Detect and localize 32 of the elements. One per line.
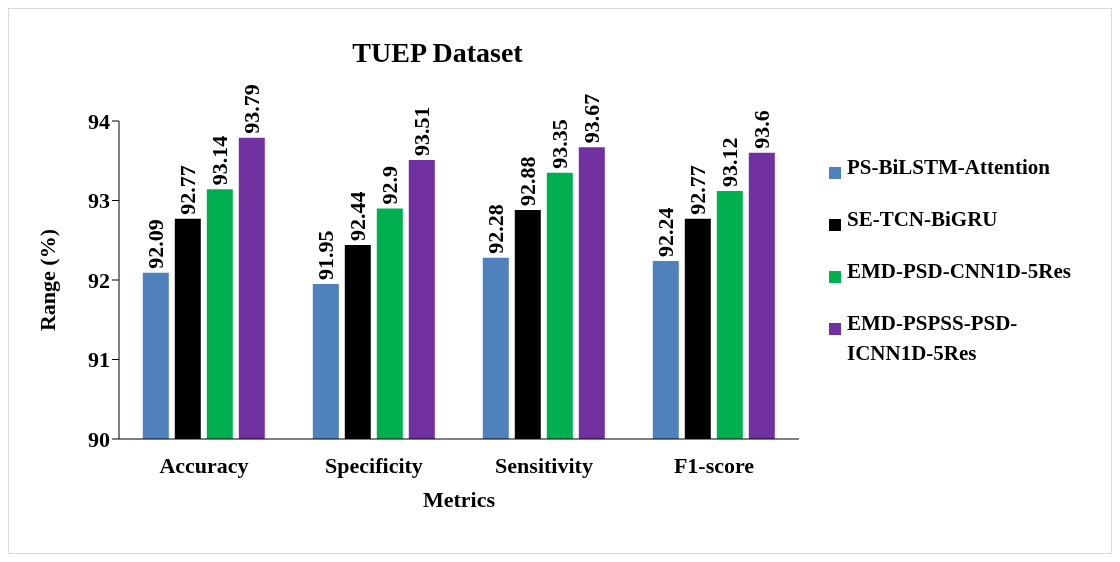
data-label: 92.88 [515,156,541,207]
legend-label: EMD-PSPSS-PSD-ICNN1D-5Res [847,310,1019,367]
data-label: 92.77 [175,165,201,215]
legend-label: SE-TCN-BiGRU [847,206,998,233]
data-label: 92.44 [345,191,371,242]
y-tick-label: 92 [88,267,110,293]
x-tick-label: Sensitivity [495,452,593,478]
x-axis-title: Metrics [422,487,496,512]
data-label: 93.6 [749,110,775,149]
y-tick-label: 91 [88,347,110,373]
y-tick-label: 93 [88,188,110,214]
data-label: 92.77 [685,165,711,215]
data-label: 93.67 [579,93,605,144]
data-label: 93.79 [239,84,265,134]
legend-label: PS-BiLSTM-Attention [847,154,1051,181]
data-label: 92.28 [483,204,509,254]
data-label: 93.35 [547,119,573,169]
y-axis-title: Range (%) [34,228,60,332]
x-tick-label: Accuracy [159,452,249,478]
data-label: 93.51 [409,106,435,156]
legend-label: EMD-PSD-CNN1D-5Res [847,258,1071,285]
data-label: 93.12 [717,137,743,187]
chart-title: TUEP Dataset [351,37,524,69]
data-label: 92.09 [143,219,169,269]
data-label: 91.95 [313,230,339,280]
data-label: 92.24 [653,207,679,257]
data-label: 93.14 [207,135,233,186]
y-tick-label: 94 [88,108,110,134]
x-tick-label: Specificity [325,452,423,478]
data-label: 92.9 [377,165,403,205]
x-tick-label: F1-score [673,452,755,478]
y-tick-label: 90 [88,426,110,452]
